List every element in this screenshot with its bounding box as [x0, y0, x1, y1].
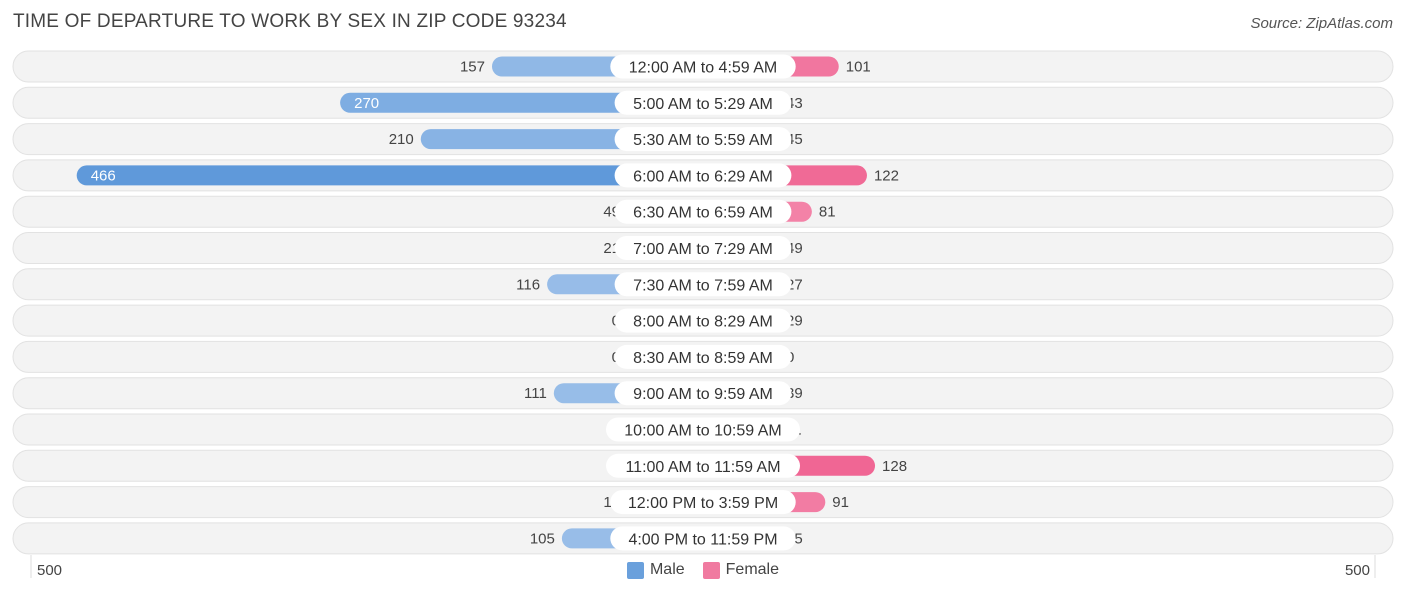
category-label: 12:00 AM to 4:59 AM — [629, 60, 778, 77]
category-pill — [614, 90, 792, 115]
category-label: 8:30 AM to 8:59 AM — [633, 350, 773, 367]
category-label: 5:00 AM to 5:29 AM — [633, 96, 773, 113]
category-label: 7:00 AM to 7:29 AM — [633, 241, 773, 258]
category-pill — [610, 54, 796, 79]
category-label: 7:30 AM to 7:59 AM — [633, 277, 773, 294]
male-bar — [76, 165, 704, 186]
category-label: 9:00 AM to 9:59 AM — [633, 386, 773, 403]
female-value-label: 81 — [819, 204, 836, 221]
male-bar — [340, 92, 703, 113]
source-note: Source: ZipAtlas.com — [1250, 15, 1393, 32]
axis-right-label: 500 — [1344, 562, 1370, 579]
category-label: 6:30 AM to 6:59 AM — [633, 205, 773, 222]
female-value-label: 91 — [832, 494, 849, 511]
category-pill — [614, 199, 792, 224]
category-pill — [614, 272, 792, 297]
category-pill — [610, 526, 796, 551]
category-label: 10:00 AM to 10:59 AM — [624, 423, 781, 440]
category-pill — [606, 417, 800, 442]
category-pill — [614, 308, 792, 333]
category-label: 11:00 AM to 11:59 AM — [625, 459, 780, 476]
category-pill — [614, 344, 792, 369]
category-label: 5:30 AM to 5:59 AM — [633, 132, 773, 149]
category-pill — [614, 163, 792, 188]
axis-left-label: 500 — [37, 562, 63, 579]
legend-item-male[interactable]: Male — [626, 561, 685, 579]
female-value-label: 122 — [874, 167, 899, 184]
male-value-label: 157 — [460, 59, 485, 76]
category-pill — [606, 453, 800, 478]
male-value-label: 116 — [516, 276, 540, 293]
category-label: 4:00 PM to 11:59 PM — [628, 531, 777, 548]
category-pill — [610, 490, 796, 515]
legend-swatch-female — [702, 561, 720, 579]
category-pill — [614, 381, 792, 406]
category-label: 6:00 AM to 6:29 AM — [633, 168, 773, 185]
male-value-label: 111 — [524, 385, 547, 402]
legend-label-male: Male — [649, 561, 685, 578]
male-value-label: 105 — [530, 530, 555, 547]
male-value-label: 270 — [354, 95, 379, 112]
legend: Male Female — [0, 561, 1406, 579]
male-value-label: 210 — [389, 131, 414, 148]
legend-item-female[interactable]: Female — [702, 561, 780, 579]
female-value-label: 101 — [846, 59, 871, 76]
legend-label-female: Female — [725, 561, 780, 578]
female-value-label: 128 — [882, 458, 907, 475]
category-pill — [614, 236, 792, 260]
category-label: 8:00 AM to 8:29 AM — [633, 314, 773, 331]
category-label: 12:00 PM to 3:59 PM — [628, 495, 778, 512]
category-pill — [614, 127, 792, 152]
chart-title: TIME OF DEPARTURE TO WORK BY SEX IN ZIP … — [13, 11, 567, 32]
male-value-label: 466 — [91, 167, 116, 184]
legend-swatch-male — [626, 561, 644, 579]
